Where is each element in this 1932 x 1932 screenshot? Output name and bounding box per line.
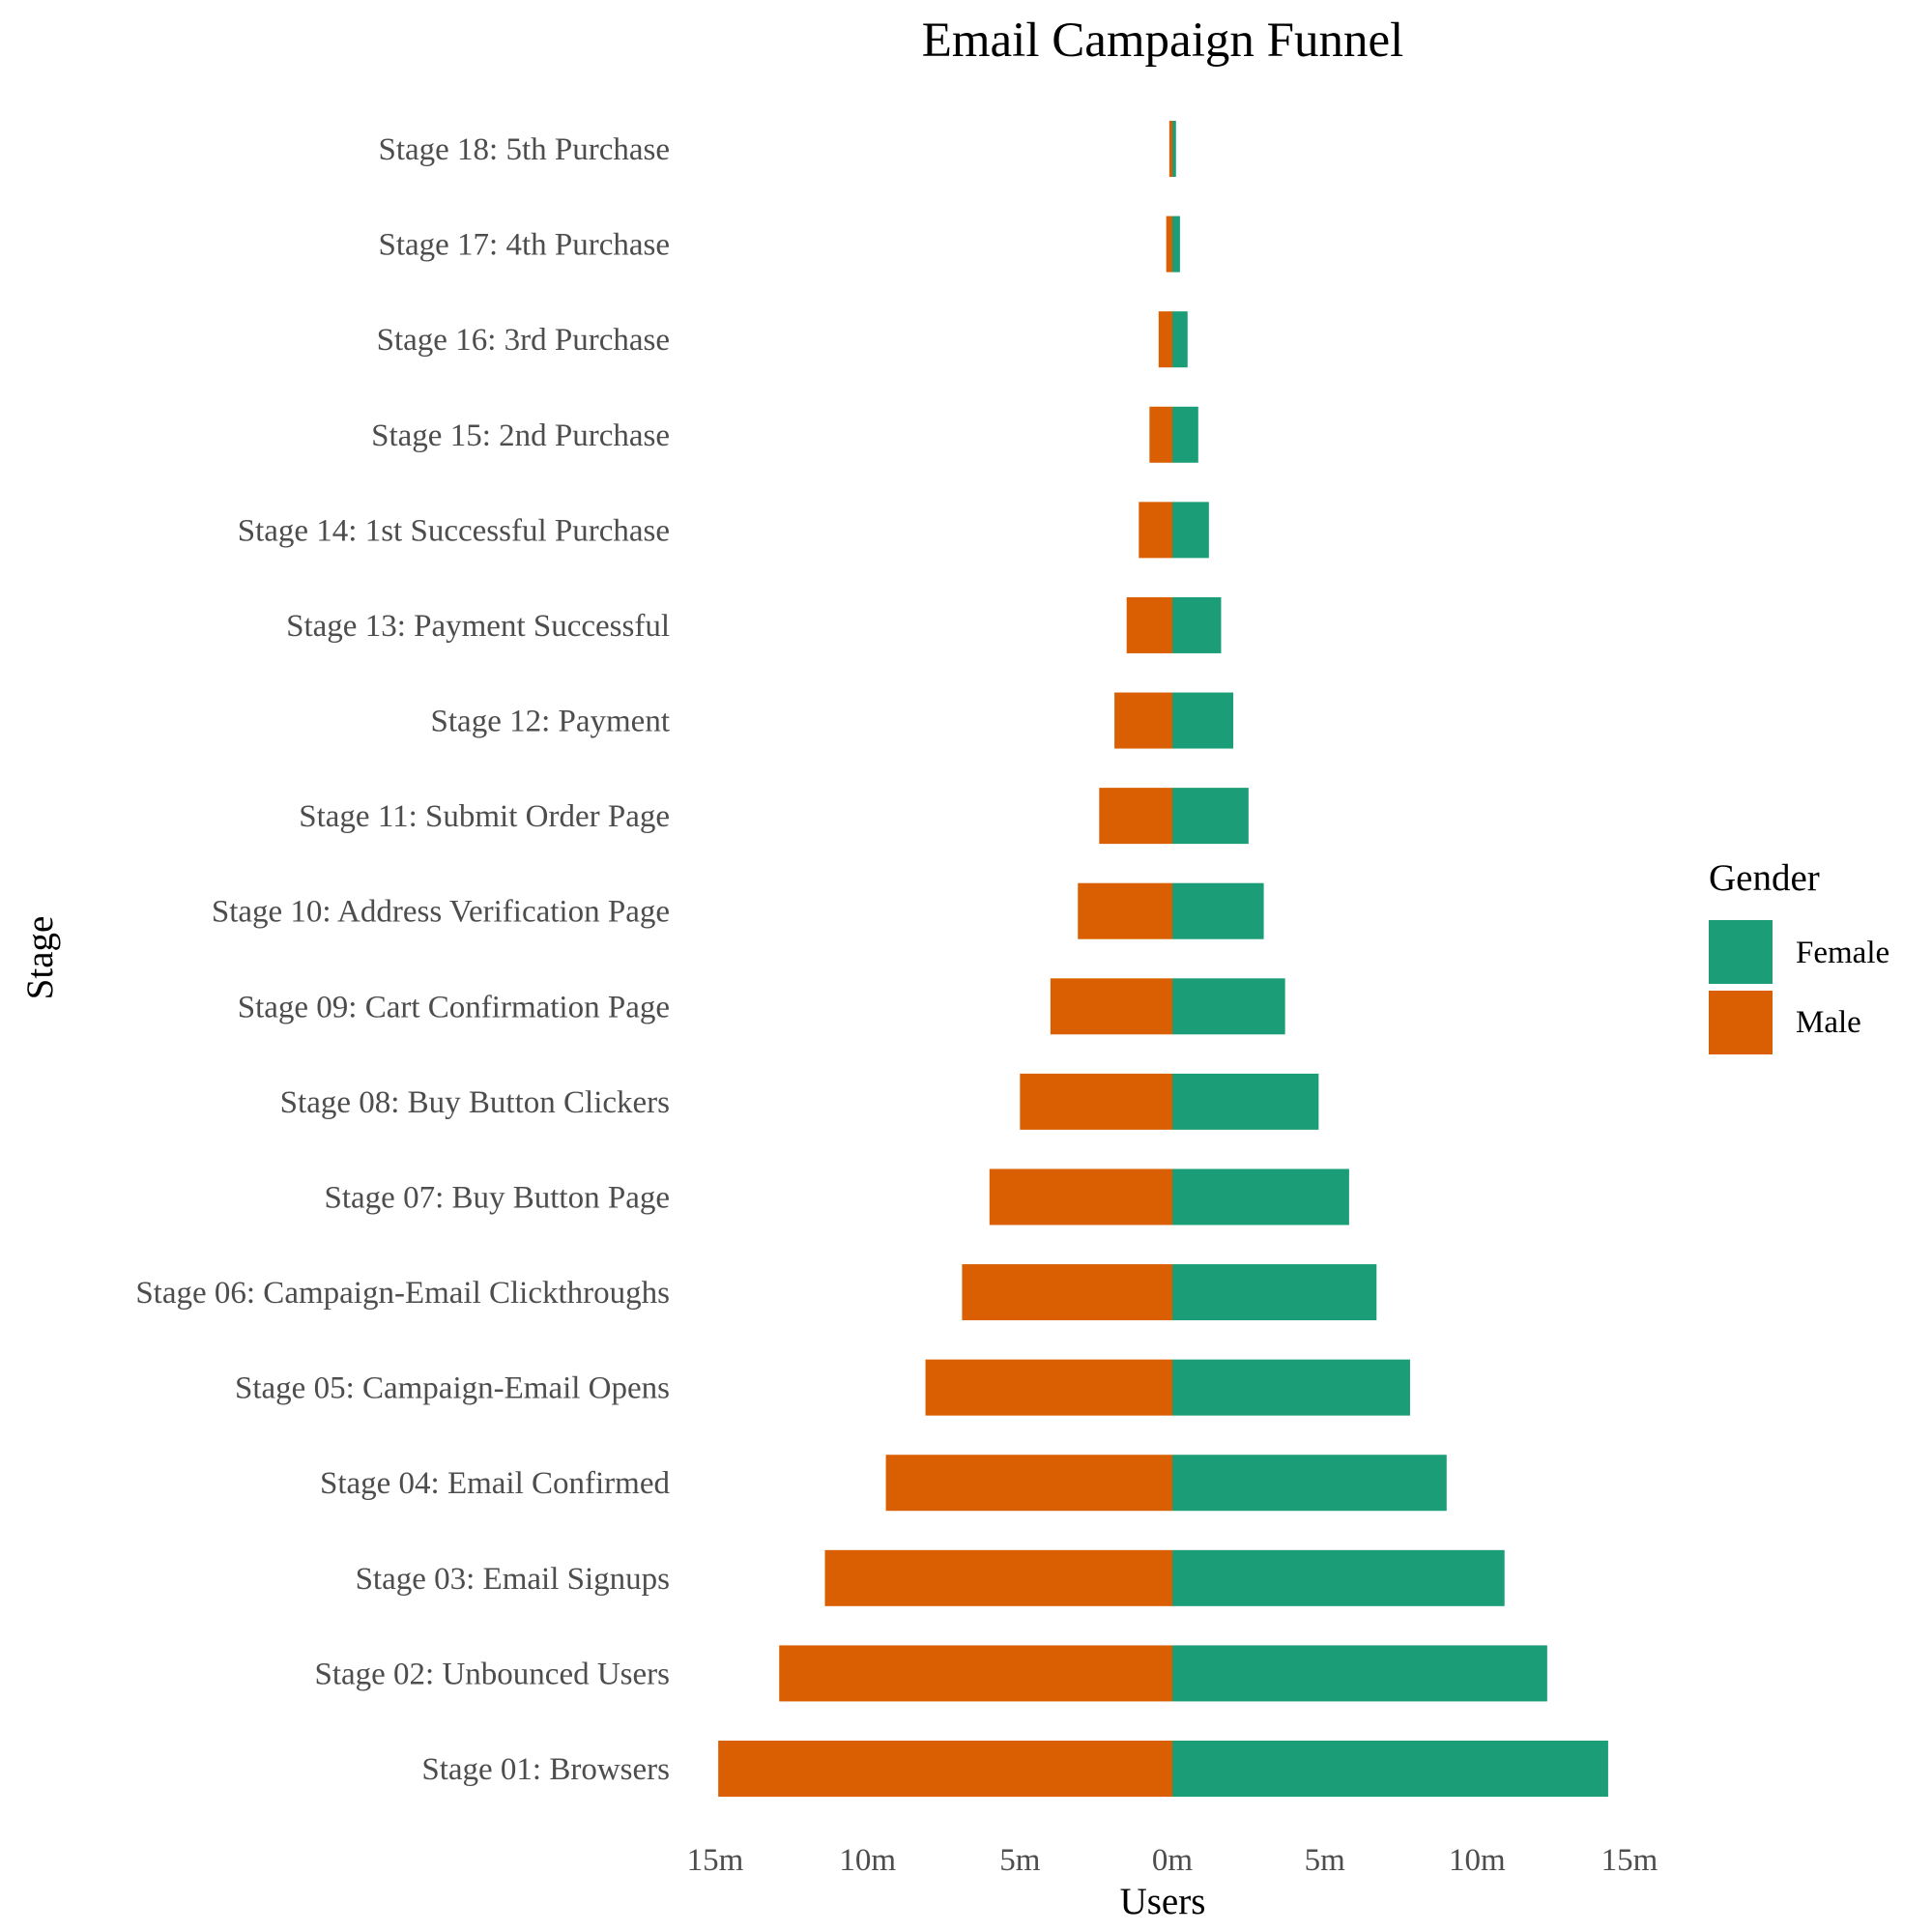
y-tick-label: Stage 12: Payment (431, 705, 670, 739)
bar-female-11 (1172, 788, 1249, 845)
bar-female-17 (1172, 216, 1180, 273)
bar-male-07 (989, 1168, 1172, 1226)
bar-female-04 (1172, 1455, 1447, 1512)
y-axis-tick-labels: Stage 01: Browsers Stage 02: Unbounced Us… (135, 132, 670, 1787)
x-axis-title: Users (1120, 1881, 1206, 1922)
chart-title: Email Campaign Funnel (922, 14, 1404, 68)
bar-female-02 (1172, 1645, 1547, 1702)
x-tick-label: 0m (1152, 1843, 1194, 1878)
bar-male-13 (1126, 596, 1172, 653)
y-tick-label: Stage 09: Cart Confirmation Page (238, 990, 670, 1024)
bar-male-05 (925, 1359, 1172, 1416)
x-axis-tick-labels: 15m 10m 5m 0m 5m 10m 15m (687, 1843, 1658, 1878)
y-tick-label: Stage 18: 5th Purchase (378, 132, 670, 167)
bar-female-12 (1172, 692, 1234, 749)
x-tick-label: 5m (1305, 1843, 1346, 1878)
y-tick-label: Stage 14: 1st Successful Purchase (238, 513, 670, 548)
y-axis-title: Stage (19, 916, 61, 1000)
bar-female-03 (1172, 1549, 1505, 1606)
bar-male-18 (1168, 121, 1172, 177)
bar-male-03 (824, 1549, 1172, 1606)
bar-male-09 (1050, 978, 1172, 1035)
y-tick-label: Stage 15: 2nd Purchase (371, 418, 670, 453)
bar-male-02 (779, 1645, 1172, 1702)
bar-female-09 (1172, 978, 1285, 1035)
y-tick-label: Stage 17: 4th Purchase (378, 228, 670, 263)
bar-male-01 (718, 1741, 1172, 1797)
x-tick-label: 5m (999, 1843, 1041, 1878)
legend-swatch-female (1709, 920, 1773, 984)
y-tick-label: Stage 07: Buy Button Page (325, 1180, 671, 1215)
bars-layer (718, 121, 1608, 1797)
bar-male-16 (1158, 311, 1172, 368)
legend-label-female: Female (1796, 936, 1889, 970)
y-tick-label: Stage 13: Payment Successful (286, 609, 670, 644)
bar-female-07 (1172, 1168, 1349, 1226)
legend-swatch-male (1709, 991, 1773, 1054)
bar-male-17 (1166, 216, 1172, 273)
bar-male-08 (1020, 1073, 1172, 1130)
y-tick-label: Stage 04: Email Confirmed (320, 1466, 671, 1501)
bar-male-12 (1114, 692, 1172, 749)
bar-male-15 (1149, 406, 1172, 463)
bar-male-11 (1099, 788, 1172, 845)
y-tick-label: Stage 16: 3rd Purchase (377, 323, 670, 358)
y-tick-label: Stage 03: Email Signups (356, 1562, 670, 1597)
bar-male-06 (962, 1264, 1172, 1321)
bar-female-16 (1172, 311, 1188, 368)
bar-female-01 (1172, 1741, 1608, 1797)
legend-label-male: Male (1796, 1005, 1861, 1040)
y-tick-label: Stage 10: Address Verification Page (212, 895, 670, 930)
x-tick-label: 10m (1449, 1843, 1506, 1878)
bar-female-10 (1172, 882, 1264, 939)
bar-female-13 (1172, 596, 1222, 653)
bar-female-05 (1172, 1359, 1410, 1416)
x-tick-label: 15m (1601, 1843, 1658, 1878)
y-tick-label: Stage 11: Submit Order Page (299, 799, 670, 834)
x-tick-label: 15m (687, 1843, 744, 1878)
legend: Gender Female Male (1709, 857, 1889, 1054)
bar-male-04 (885, 1455, 1172, 1512)
bar-female-08 (1172, 1073, 1319, 1130)
y-tick-label: Stage 01: Browsers (421, 1752, 670, 1787)
y-tick-label: Stage 05: Campaign-Email Opens (235, 1371, 670, 1406)
bar-female-14 (1172, 502, 1209, 559)
bar-male-14 (1139, 502, 1172, 559)
bar-female-15 (1172, 406, 1198, 463)
y-tick-label: Stage 02: Unbounced Users (314, 1657, 670, 1691)
y-tick-label: Stage 06: Campaign-Email Clickthroughs (135, 1276, 670, 1311)
bar-male-10 (1078, 882, 1172, 939)
x-tick-label: 10m (839, 1843, 896, 1878)
bar-female-06 (1172, 1264, 1377, 1321)
bar-female-18 (1172, 121, 1176, 177)
legend-title: Gender (1709, 857, 1820, 899)
y-tick-label: Stage 08: Buy Button Clickers (280, 1085, 670, 1120)
